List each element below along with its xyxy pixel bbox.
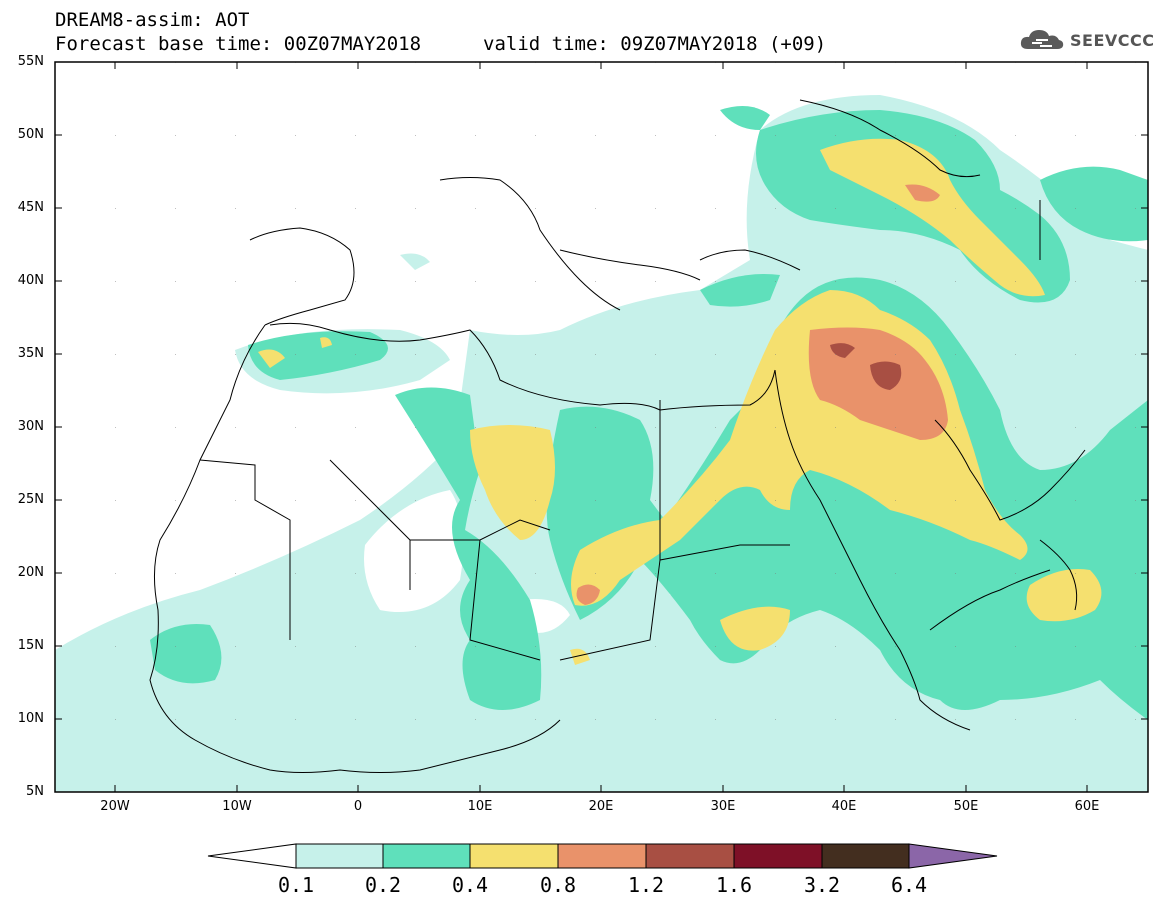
lon-label: 40E (831, 799, 857, 814)
colorbar-swatch-3-2 (821, 843, 910, 869)
lon-label: 10W (222, 799, 252, 814)
colorbar-upper-arrow (908, 843, 998, 869)
colorbar-label: 0.2 (364, 873, 402, 897)
lon-label: 20W (100, 799, 130, 814)
lon-label: 10E (467, 799, 493, 814)
lat-label: 5N (26, 784, 44, 799)
lat-label: 50N (17, 127, 44, 142)
colorbar-label: 1.2 (627, 873, 665, 897)
colorbar-swatch-0-2 (382, 843, 471, 869)
colorbar-label: 6.4 (890, 873, 928, 897)
lat-label: 25N (17, 492, 44, 507)
colorbar-label: 0.8 (539, 873, 577, 897)
colorbar-swatch-0-8 (557, 843, 647, 869)
axis-ticks (55, 61, 1148, 792)
colorbar-swatch-0-4 (469, 843, 559, 869)
seevccc-logo: SEEVCCC (1018, 27, 1155, 53)
lon-label: 60E (1074, 799, 1100, 814)
colorbar-label: 3.2 (803, 873, 841, 897)
lon-label: 20E (588, 799, 614, 814)
lat-label: 40N (17, 273, 44, 288)
lon-label: 30E (710, 799, 736, 814)
colorbar-swatch-1-2 (645, 843, 735, 869)
map-title: DREAM8-assim: AOT (55, 9, 250, 31)
aot-field (55, 62, 1148, 792)
lon-label: 0 (353, 799, 363, 814)
lat-label: 30N (17, 419, 44, 434)
lat-label: 15N (17, 638, 44, 653)
lat-label: 45N (17, 200, 44, 215)
colorbar-swatch-0-1 (295, 843, 384, 869)
forecast-base-time: Forecast base time: 00Z07MAY2018 (55, 33, 422, 55)
colorbar-label: 0.4 (451, 873, 489, 897)
lon-label: 50E (953, 799, 979, 814)
lat-label: 10N (17, 711, 44, 726)
colorbar-label: 0.1 (277, 873, 315, 897)
lat-label: 20N (17, 565, 44, 580)
lat-label: 35N (17, 346, 44, 361)
lat-label: 55N (17, 54, 44, 69)
colorbar-label: 1.6 (715, 873, 753, 897)
cloud-icon (1020, 30, 1064, 49)
colorbar (207, 843, 998, 869)
valid-time: valid time: 09Z07MAY2018 (+09) (483, 33, 827, 55)
logo-text: SEEVCCC (1070, 30, 1155, 50)
colorbar-swatch-1-6 (733, 843, 823, 869)
colorbar-lower-arrow (207, 843, 297, 869)
